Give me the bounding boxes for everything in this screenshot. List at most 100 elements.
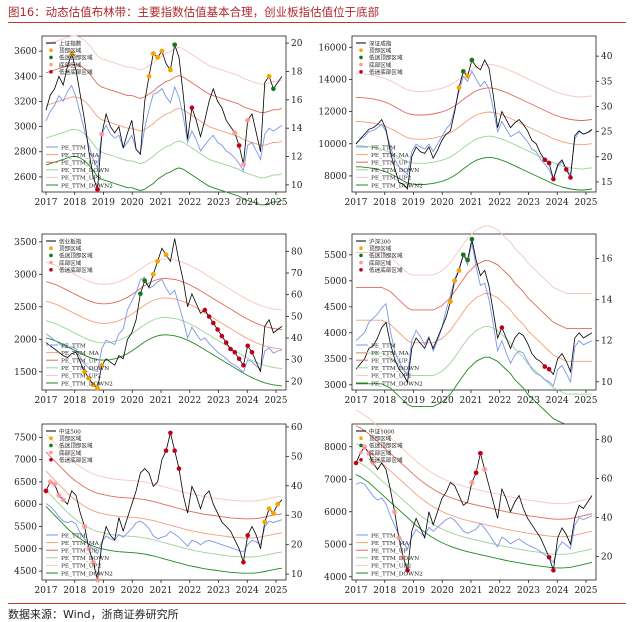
- x-tick-label: 2024: [236, 586, 259, 596]
- overvalued-marker: [159, 48, 165, 54]
- low-marker: [546, 366, 552, 372]
- low-marker: [219, 333, 225, 339]
- y-left-tick-label: 6000: [14, 500, 37, 510]
- x-tick-label: 2023: [207, 396, 230, 406]
- legend-bottom-label: PE_TTM_DOWN2: [371, 381, 423, 387]
- pe-ma-line: [45, 297, 283, 350]
- legend-bottom-label: PE_TTM_UP2: [371, 176, 411, 182]
- high-marker: [465, 257, 470, 263]
- low-marker: [189, 105, 195, 110]
- x-tick-label: 2020: [431, 198, 454, 208]
- legend-bottom-label: PE_TTM_DOWN2: [371, 571, 423, 577]
- low-marker: [499, 325, 505, 330]
- overvalued-marker: [452, 278, 458, 284]
- x-tick-label: 2023: [517, 198, 540, 208]
- legend-top-label: 创业板指: [59, 237, 82, 245]
- legend-bottom-label: PE_TTM_UP2: [61, 564, 101, 570]
- low-marker: [546, 555, 552, 560]
- y-right-tick-label: 20: [601, 153, 613, 163]
- low-marker: [551, 176, 556, 182]
- legend-top-label: 顶部区域: [59, 47, 82, 55]
- plot-frame: [351, 35, 597, 193]
- legend-top-label: 底部区域: [59, 259, 82, 267]
- x-tick-label: 2018: [63, 198, 86, 208]
- legend-top-label: 底部区域: [369, 259, 392, 267]
- y-right-tick-label: 14: [601, 296, 613, 306]
- y-right-tick-label: 16: [291, 96, 303, 106]
- legend-bottom-label: PE_TTM_UP: [61, 161, 98, 167]
- legend-swatch: [359, 268, 363, 272]
- band-up2-line: [45, 258, 283, 311]
- x-tick-label: 2025: [575, 396, 598, 406]
- legend-bottom-label: PE_TTM: [371, 533, 396, 539]
- y-left-tick-label: 4500: [14, 567, 37, 577]
- y-left-tick-label: 3000: [14, 123, 37, 133]
- low-marker: [249, 350, 255, 355]
- overvalued-marker: [163, 252, 169, 258]
- high-marker: [461, 252, 466, 258]
- index-line: [45, 432, 283, 581]
- high-marker: [271, 86, 276, 92]
- overvalued-marker: [448, 299, 453, 304]
- low-marker: [478, 451, 483, 456]
- x-tick-label: 2023: [517, 586, 540, 596]
- low-marker: [568, 175, 573, 180]
- undervalued-marker: [482, 466, 488, 473]
- undervalued-marker: [60, 497, 66, 503]
- index-line: [45, 44, 283, 190]
- low-marker: [215, 327, 220, 332]
- index-line: [355, 239, 593, 384]
- plot-frame: [41, 233, 287, 391]
- overvalued-marker: [465, 73, 470, 79]
- legend-top-label: 低迷顶部区域: [59, 252, 93, 260]
- x-tick-label: 2019: [402, 198, 425, 208]
- pe-ma-line: [45, 470, 283, 539]
- overvalued-marker: [150, 51, 156, 56]
- legend-top-label: 上证指数: [59, 39, 82, 47]
- chart-csi500: 4500 5000 5500 6000 6500 7000 7500 10 20 30 40 50 60…: [14, 423, 303, 596]
- low-marker: [564, 167, 569, 172]
- y-left-tick-label: 14000: [318, 75, 347, 85]
- band-up-line: [45, 277, 283, 331]
- y-right-tick-label: 70: [291, 269, 303, 279]
- figure-title: 图16：动态估值布林带：主要指数估值基本合理，创业板指估值位于底部: [8, 5, 380, 19]
- x-tick-label: 2021: [460, 586, 483, 596]
- pe-ma-line: [356, 293, 592, 362]
- legend-bottom-label: PE_TTM_DOWN: [371, 366, 419, 372]
- band-down-line: [356, 135, 593, 170]
- legend-swatch: [359, 458, 363, 462]
- y-right-tick-label: 16: [601, 255, 613, 265]
- x-tick-label: 2021: [150, 586, 173, 596]
- x-tick-label: 2025: [265, 586, 288, 596]
- x-tick-label: 2023: [207, 198, 230, 208]
- x-tick-label: 2019: [402, 396, 425, 406]
- legend-bottom-label: PE_TTM_UP2: [371, 374, 411, 380]
- high-marker: [142, 278, 147, 284]
- undervalued-marker: [392, 509, 398, 515]
- x-tick-label: 2020: [121, 396, 144, 406]
- legend-bottom-label: PE_TTM_UP2: [61, 374, 101, 380]
- chart-csi300: 3000 3500 4000 4500 5000 5500 10 12 14 16 2017 2018…: [324, 225, 613, 426]
- overvalued-marker: [168, 67, 173, 73]
- legend-bottom-label: PE_TTM_MA: [61, 541, 100, 547]
- legend-top-label: 低迷顶部区域: [59, 54, 93, 62]
- y-right-tick-label: 40: [291, 482, 303, 492]
- low-marker: [353, 460, 359, 466]
- y-right-tick-label: 80: [601, 436, 613, 446]
- x-tick-label: 2020: [121, 586, 144, 596]
- y-right-tick-label: 14: [291, 124, 303, 134]
- x-tick-label: 2024: [546, 586, 569, 596]
- chart-csi1000: 4000 5000 6000 7000 8000 20 40 60 80 2017 2018 2019…: [324, 409, 613, 596]
- y-left-tick-label: 7000: [14, 456, 37, 466]
- pe-ttm-line: [45, 503, 283, 555]
- x-tick-label: 2021: [460, 198, 483, 208]
- legend-swatch: [359, 253, 363, 258]
- undervalued-marker: [56, 492, 62, 498]
- x-tick-label: 2022: [488, 586, 511, 596]
- legend-bottom-label: PE_TTM_MA: [61, 351, 100, 357]
- overvalued-marker: [82, 369, 87, 375]
- x-tick-label: 2019: [92, 198, 115, 208]
- legend-bottom-label: PE_TTM: [61, 533, 86, 539]
- band-up-line: [355, 425, 593, 520]
- x-tick-label: 2017: [345, 586, 368, 596]
